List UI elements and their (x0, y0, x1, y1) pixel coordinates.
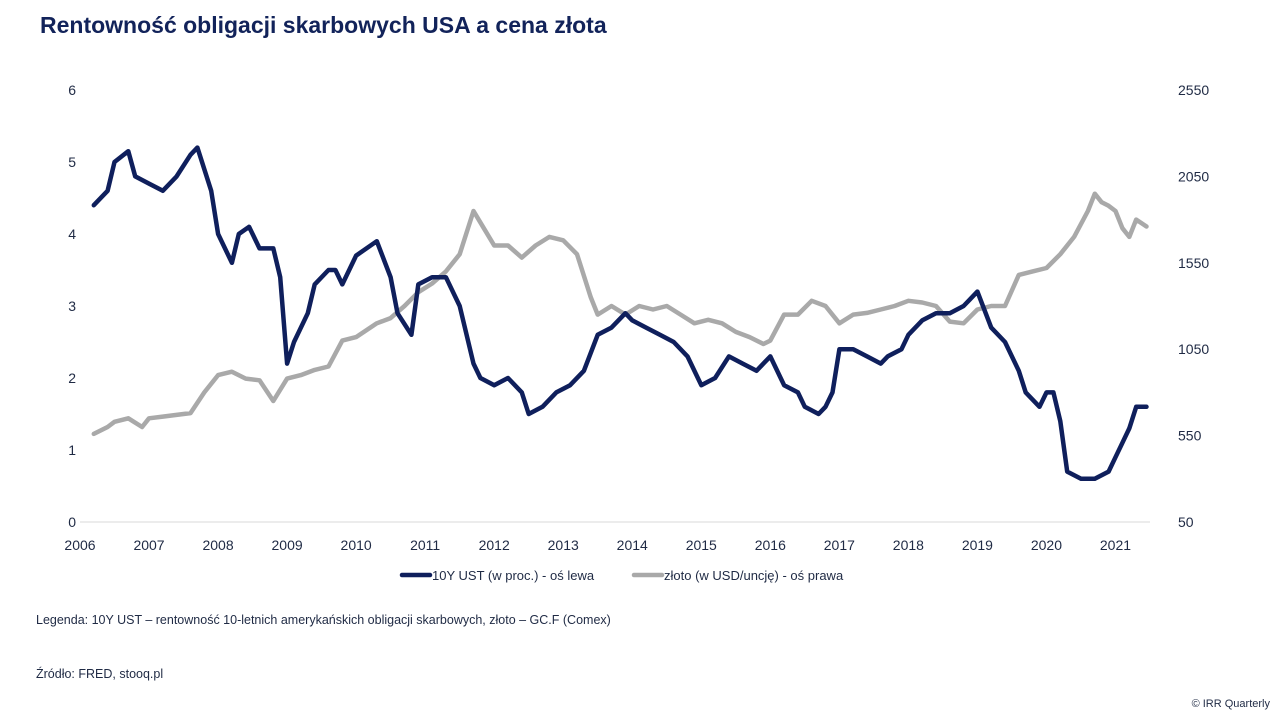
series-line-gold (91, 191, 1149, 437)
y-axis-right-ticks: 50 550 1050 1550 2050 2550 (1178, 82, 1209, 530)
y-left-tick-label: 1 (68, 442, 76, 458)
x-tick-label: 2006 (64, 537, 95, 553)
legend-note: Legenda: 10Y UST – rentowność 10-letnich… (36, 613, 611, 627)
source-note: Źródło: FRED, stooq.pl (36, 667, 164, 681)
x-tick-label: 2013 (548, 537, 579, 553)
y-left-tick-label: 0 (68, 514, 76, 530)
x-tick-label: 2016 (755, 537, 786, 553)
y-left-tick-label: 3 (68, 298, 76, 314)
y-left-tick-label: 5 (68, 154, 76, 170)
series-line-ust (91, 145, 1149, 482)
y-left-tick-label: 6 (68, 82, 76, 98)
x-tick-label: 2015 (686, 537, 717, 553)
x-tick-label: 2018 (893, 537, 924, 553)
x-tick-label: 2019 (962, 537, 993, 553)
chart-title: Rentowność obligacji skarbowych USA a ce… (40, 12, 607, 38)
x-tick-label: 2009 (272, 537, 303, 553)
x-axis-ticks: 2006 2007 2008 2009 2010 2011 2012 2013 2014 2015… (64, 537, 1131, 553)
y-right-tick-label: 50 (1178, 514, 1194, 530)
y-left-tick-label: 2 (68, 370, 76, 386)
legend: 10Y UST (w proc.) - oś lewa złoto (w USD/… (399, 568, 844, 583)
y-right-tick-label: 550 (1178, 428, 1202, 444)
y-right-tick-label: 1550 (1178, 255, 1209, 271)
y-right-tick-label: 1050 (1178, 341, 1209, 357)
legend-item-gold-label: złoto (w USD/uncję) - oś prawa (664, 568, 844, 583)
x-tick-label: 2012 (479, 537, 510, 553)
y-axis-left-ticks: 0 1 2 3 4 5 6 (68, 82, 76, 530)
x-tick-label: 2014 (617, 537, 648, 553)
y-right-tick-label: 2550 (1178, 82, 1209, 98)
series-lines (91, 145, 1149, 482)
x-tick-label: 2017 (824, 537, 855, 553)
x-tick-label: 2020 (1031, 537, 1062, 553)
x-tick-label: 2008 (202, 537, 233, 553)
line-chart: 2006 2007 2008 2009 2010 2011 2012 2013 2014 2015… (64, 82, 1209, 583)
copyright: © IRR Quarterly (1191, 698, 1270, 710)
x-tick-label: 2010 (341, 537, 372, 553)
x-tick-label: 2011 (410, 537, 440, 553)
y-right-tick-label: 2050 (1178, 168, 1209, 184)
legend-item-ust-label: 10Y UST (w proc.) - oś lewa (432, 568, 595, 583)
x-tick-label: 2007 (133, 537, 164, 553)
x-tick-label: 2021 (1100, 537, 1131, 553)
y-left-tick-label: 4 (68, 226, 76, 242)
